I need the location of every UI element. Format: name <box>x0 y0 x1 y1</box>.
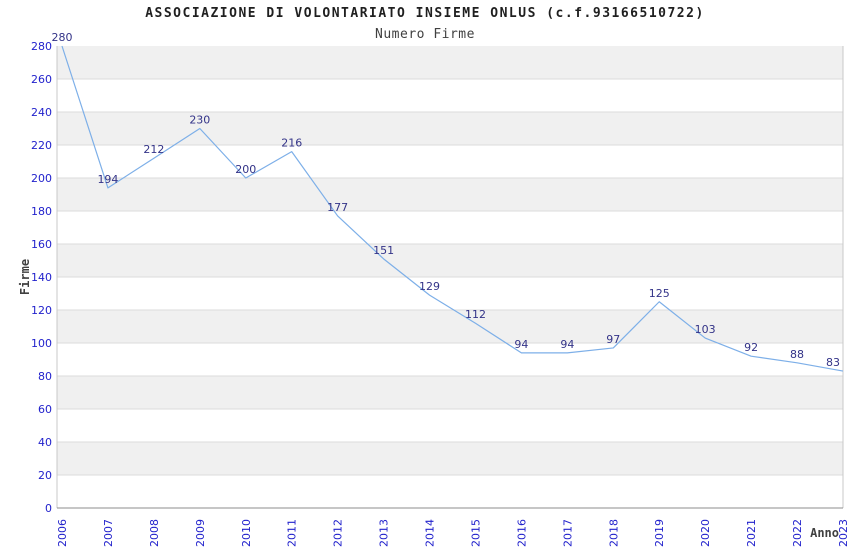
x-tick-label: 2011 <box>286 519 299 547</box>
value-label: 94 <box>560 338 574 351</box>
chart-subtitle: Numero Firme <box>375 27 475 42</box>
x-tick-label: 2022 <box>791 519 804 547</box>
y-tick-label: 0 <box>45 502 52 515</box>
y-tick-label: 200 <box>31 172 52 185</box>
value-label: 112 <box>465 308 486 321</box>
value-labels: 280 194 212 230 200 216 177 151 129 112 94 94 97 125 1… <box>52 31 841 369</box>
y-tick-label: 140 <box>31 271 52 284</box>
x-tick-label: 2021 <box>745 519 758 547</box>
value-label: 194 <box>97 173 118 186</box>
x-tick-label: 2020 <box>699 519 712 547</box>
plot-band <box>57 178 843 211</box>
y-tick-label: 260 <box>31 73 52 86</box>
x-tick-label: 2018 <box>607 519 620 547</box>
value-label: 88 <box>790 348 804 361</box>
plot-band <box>57 145 843 178</box>
value-label: 200 <box>235 163 256 176</box>
value-label: 103 <box>695 323 716 336</box>
plot-band <box>57 376 843 409</box>
x-tick-label: 2019 <box>653 519 666 547</box>
value-label: 129 <box>419 280 440 293</box>
y-tick-label: 160 <box>31 238 52 251</box>
value-label: 151 <box>373 244 394 257</box>
y-tick-label: 220 <box>31 139 52 152</box>
x-tick-label: 2013 <box>378 519 391 547</box>
value-label: 212 <box>143 143 164 156</box>
plot-band <box>57 79 843 112</box>
plot-band <box>57 409 843 442</box>
y-axis-ticks: 0 20 40 60 80 100 120 140 160 180 200 220 240 260 280 <box>31 40 52 515</box>
plot-band <box>57 244 843 277</box>
x-tick-label: 2007 <box>102 519 115 547</box>
value-label: 177 <box>327 201 348 214</box>
plot-band <box>57 475 843 508</box>
plot-band <box>57 310 843 343</box>
y-tick-label: 80 <box>38 370 52 383</box>
plot-band <box>57 343 843 376</box>
x-tick-label: 2012 <box>332 519 345 547</box>
chart-title: ASSOCIAZIONE DI VOLONTARIATO INSIEME ONL… <box>145 6 705 21</box>
plot-band <box>57 112 843 145</box>
value-label: 125 <box>649 287 670 300</box>
plot-band <box>57 277 843 310</box>
x-tick-label: 2014 <box>424 519 437 547</box>
x-tick-label: 2023 <box>837 519 850 547</box>
x-tick-label: 2009 <box>194 519 207 547</box>
y-tick-label: 40 <box>38 436 52 449</box>
value-label: 92 <box>744 341 758 354</box>
x-tick-label: 2010 <box>240 519 253 547</box>
value-label: 216 <box>281 137 302 150</box>
x-tick-label: 2017 <box>561 519 574 547</box>
gridlines <box>57 78 843 476</box>
x-axis-ticks: 2006 2007 2008 2009 2010 2011 2012 2013 2014 2015… <box>56 519 850 547</box>
plot-band <box>57 442 843 475</box>
y-tick-label: 240 <box>31 106 52 119</box>
value-label: 83 <box>826 356 840 369</box>
y-tick-label: 60 <box>38 403 52 416</box>
plot-band <box>57 211 843 244</box>
y-axis-title: Firme <box>18 259 32 295</box>
value-label: 97 <box>606 333 620 346</box>
x-tick-label: 2008 <box>148 519 161 547</box>
y-tick-label: 180 <box>31 205 52 218</box>
x-tick-label: 2016 <box>515 519 528 547</box>
value-label: 94 <box>514 338 528 351</box>
value-label: 230 <box>189 114 210 127</box>
x-tick-label: 2006 <box>56 519 69 547</box>
y-tick-label: 100 <box>31 337 52 350</box>
plot-bands <box>57 46 843 508</box>
value-label: 280 <box>52 31 73 44</box>
line-series <box>61 45 844 372</box>
plot-band <box>57 46 843 79</box>
y-tick-label: 20 <box>38 469 52 482</box>
x-axis-title: Anno <box>810 526 839 540</box>
y-tick-label: 280 <box>31 40 52 53</box>
y-tick-label: 120 <box>31 304 52 317</box>
x-tick-label: 2015 <box>469 519 482 547</box>
